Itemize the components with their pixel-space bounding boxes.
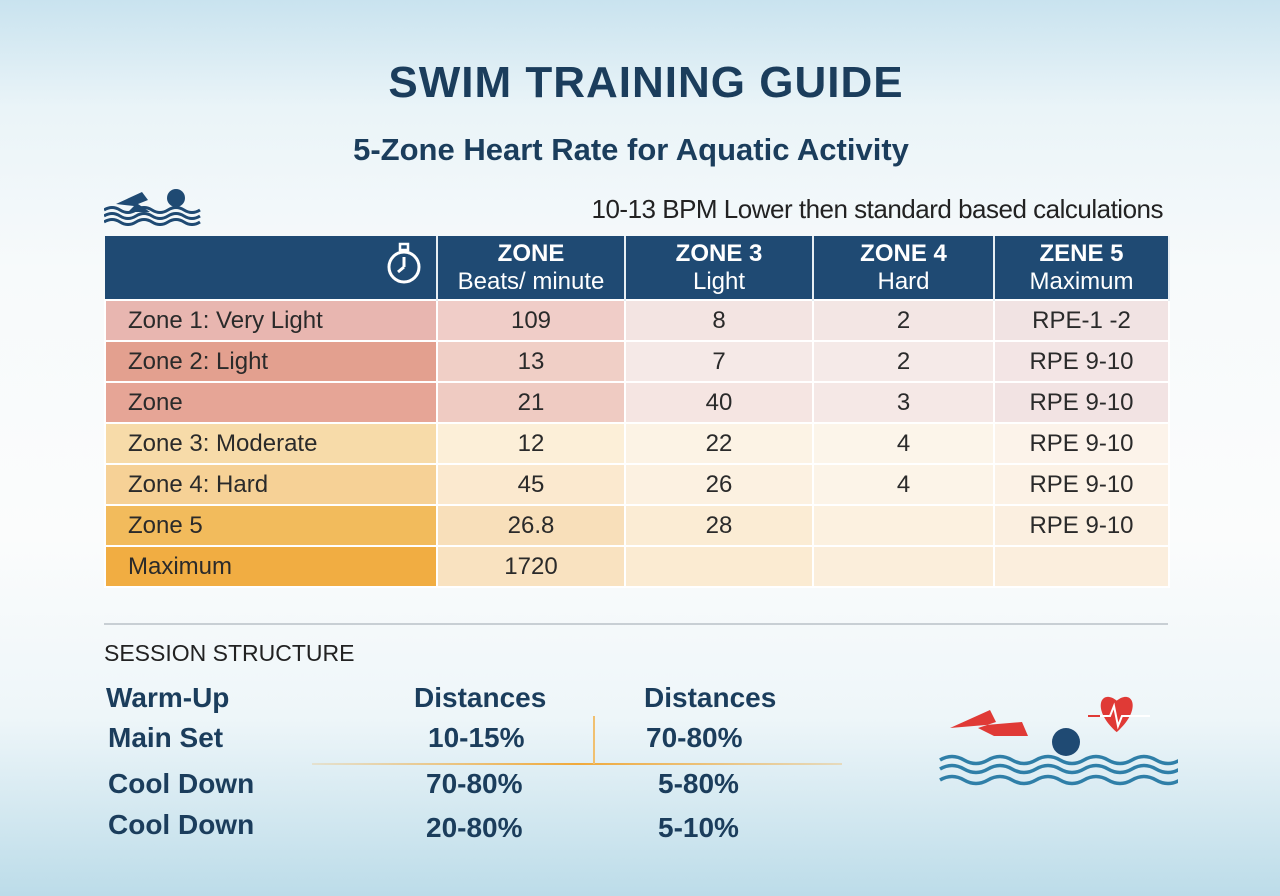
table-cell xyxy=(812,545,995,588)
session-heading: SESSION STRUCTURE xyxy=(104,640,355,666)
table-row: Zone 3: Moderate 12 22 4 RPE 9-10 xyxy=(104,422,1170,465)
table-cell: 4 xyxy=(812,463,995,506)
stopwatch-icon xyxy=(387,242,421,284)
table-cell: 13 xyxy=(436,340,626,383)
table-cell: 21 xyxy=(436,381,626,424)
table-cell: 26.8 xyxy=(436,504,626,547)
bpm-note: 10-13 BPM Lower then standard based calc… xyxy=(591,194,1164,224)
zone-label: Zone 5 xyxy=(104,504,438,547)
table-cell: 2 xyxy=(812,340,995,383)
table-cell: 12 xyxy=(436,422,626,465)
table-cell: RPE 9-10 xyxy=(993,381,1170,424)
col1-value: 10-15% xyxy=(428,722,525,753)
table-cell: 109 xyxy=(436,299,626,342)
table-cell: 2 xyxy=(812,299,995,342)
table-cell: 1720 xyxy=(436,545,626,588)
col1-value: Distances xyxy=(414,682,547,713)
table-cell xyxy=(812,504,995,547)
table-cell: RPE-1 -2 xyxy=(993,299,1170,342)
table-cell: 45 xyxy=(436,463,626,506)
col2-value: 5-80% xyxy=(658,768,739,799)
col1-value: 20-80% xyxy=(426,812,523,843)
table-cell: 4 xyxy=(812,422,995,465)
header-zone-3: ZONE 3 Light xyxy=(625,236,814,300)
table-cell: RPE 9-10 xyxy=(993,422,1170,465)
table-cell: RPE 9-10 xyxy=(993,463,1170,506)
table-cell: 7 xyxy=(624,340,814,383)
swimmer-icon xyxy=(104,189,201,226)
table-cell: 28 xyxy=(624,504,814,547)
table-row: Zone 21 40 3 RPE 9-10 xyxy=(104,381,1170,424)
page-title: SWIM TRAINING GUIDE xyxy=(388,58,904,107)
zone-label: Zone 1: Very Light xyxy=(104,299,438,342)
zone-label: Zone 2: Light xyxy=(104,340,438,383)
header-zone-5: ZENE 5 Maximum xyxy=(994,236,1170,300)
session-label: Cool Down xyxy=(108,768,255,799)
table-cell: 40 xyxy=(624,381,814,424)
swimmer-heart-icon xyxy=(939,696,1178,786)
zone-label: Zone 4: Hard xyxy=(104,463,438,506)
stopwatch-header xyxy=(105,236,438,300)
session-column-divider xyxy=(593,716,595,764)
zone-label: Maximum xyxy=(104,545,438,588)
table-cell: 26 xyxy=(624,463,814,506)
table-cell: 8 xyxy=(624,299,814,342)
table-cell: RPE 9-10 xyxy=(993,504,1170,547)
table-row: Zone 5 26.8 28 RPE 9-10 xyxy=(104,504,1170,547)
col2-value: 70-80% xyxy=(646,722,743,753)
page-subtitle: 5-Zone Heart Rate for Aquatic Activity xyxy=(353,132,909,167)
table-cell: RPE 9-10 xyxy=(993,340,1170,383)
session-divider xyxy=(312,763,842,765)
header-zone: ZONE Beats/ minute xyxy=(437,236,626,300)
col2-value: Distances xyxy=(644,682,777,713)
session-label: Main Set xyxy=(108,722,224,753)
table-cell xyxy=(993,545,1170,588)
heart-rate-zone-table: ZONE Beats/ minute ZONE 3 Light ZONE 4 Hard… xyxy=(104,236,1170,588)
session-label: Warm-Up xyxy=(106,682,230,713)
table-cell xyxy=(624,545,814,588)
divider xyxy=(104,623,1168,625)
table-row: Zone 2: Light 13 7 2 RPE 9-10 xyxy=(104,340,1170,383)
table-cell: 22 xyxy=(624,422,814,465)
col2-value: 5-10% xyxy=(658,812,739,843)
col1-value: 70-80% xyxy=(426,768,523,799)
table-row: Zone 1: Very Light 109 8 2 RPE-1 -2 xyxy=(104,299,1170,342)
table-row: Zone 4: Hard 45 26 4 RPE 9-10 xyxy=(104,463,1170,506)
session-label: Cool Down xyxy=(108,809,255,840)
zone-label: Zone 3: Moderate xyxy=(104,422,438,465)
table-row: Maximum 1720 xyxy=(104,545,1170,588)
zone-label: Zone xyxy=(104,381,438,424)
header-zone-4: ZONE 4 Hard xyxy=(813,236,995,300)
table-cell: 3 xyxy=(812,381,995,424)
